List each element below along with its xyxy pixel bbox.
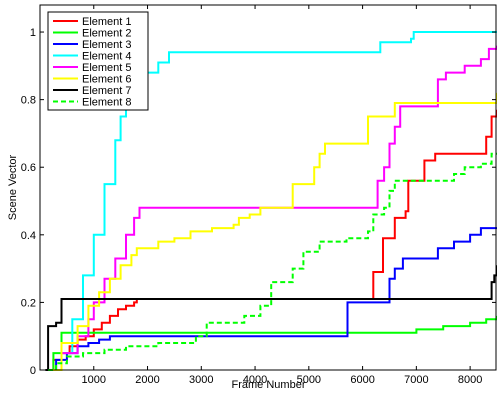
x-tick-label: 8000: [458, 374, 482, 386]
y-tick-label: 0: [30, 365, 36, 377]
y-tick-label: 1: [30, 27, 36, 39]
legend-label-6: Element 6: [82, 74, 132, 86]
series-line-7: [45, 265, 497, 371]
y-tick-label: 0.2: [21, 297, 36, 309]
series-line-1: [46, 109, 497, 371]
series-line-8: [48, 152, 497, 371]
legend-label-2: Element 2: [82, 28, 132, 40]
x-tick-label: 5000: [297, 374, 321, 386]
plot-frame: [39, 4, 497, 371]
series-lines: [45, 31, 497, 371]
x-tick-label: 1000: [82, 374, 106, 386]
series-line-2: [46, 315, 497, 371]
legend-label-1: Element 1: [82, 16, 132, 28]
legend-label-5: Element 5: [82, 62, 132, 74]
y-tick-label: 0.8: [21, 95, 36, 107]
y-axis-label: Scene Vector: [7, 154, 19, 220]
x-tick-label: 4000: [243, 374, 267, 386]
y-axis: 0 0.2 0.4 0.6 0.8 1: [21, 27, 496, 377]
x-tick-label: 3000: [189, 374, 213, 386]
x-tick-label: 7000: [404, 374, 428, 386]
x-axis-label: Frame Number: [232, 379, 306, 391]
legend-label-7: Element 7: [82, 85, 132, 97]
series-line-5: [48, 45, 497, 371]
x-tick-label: 2000: [135, 374, 159, 386]
legend-label-4: Element 4: [82, 51, 132, 63]
y-tick-label: 0.4: [21, 230, 36, 242]
x-tick-label: 6000: [350, 374, 374, 386]
legend-label-3: Element 3: [82, 39, 132, 51]
series-line-6: [48, 92, 497, 371]
x-axis: 1000 2000 3000 4000 5000 6000 7000 8000: [82, 5, 482, 386]
y-tick-label: 0.6: [21, 162, 36, 174]
legend-label-8: Element 8: [82, 97, 132, 109]
legend-box: [47, 11, 149, 111]
